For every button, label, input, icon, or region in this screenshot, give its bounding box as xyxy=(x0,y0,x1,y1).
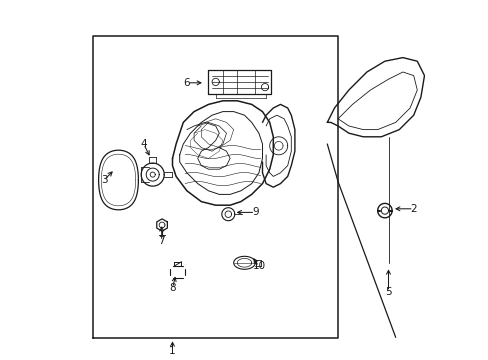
Text: 3: 3 xyxy=(101,175,107,185)
Text: 2: 2 xyxy=(409,204,416,214)
Text: 5: 5 xyxy=(385,287,391,297)
Text: 8: 8 xyxy=(169,283,176,293)
Text: 4: 4 xyxy=(140,139,147,149)
Text: 6: 6 xyxy=(183,78,190,88)
Text: 1: 1 xyxy=(169,346,176,356)
Text: 7: 7 xyxy=(158,236,164,246)
Text: 10: 10 xyxy=(252,261,265,271)
Text: 9: 9 xyxy=(251,207,258,217)
